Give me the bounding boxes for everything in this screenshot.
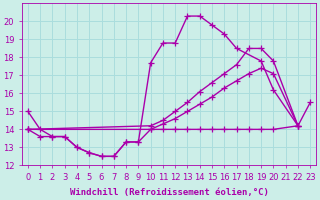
X-axis label: Windchill (Refroidissement éolien,°C): Windchill (Refroidissement éolien,°C) — [70, 188, 268, 197]
